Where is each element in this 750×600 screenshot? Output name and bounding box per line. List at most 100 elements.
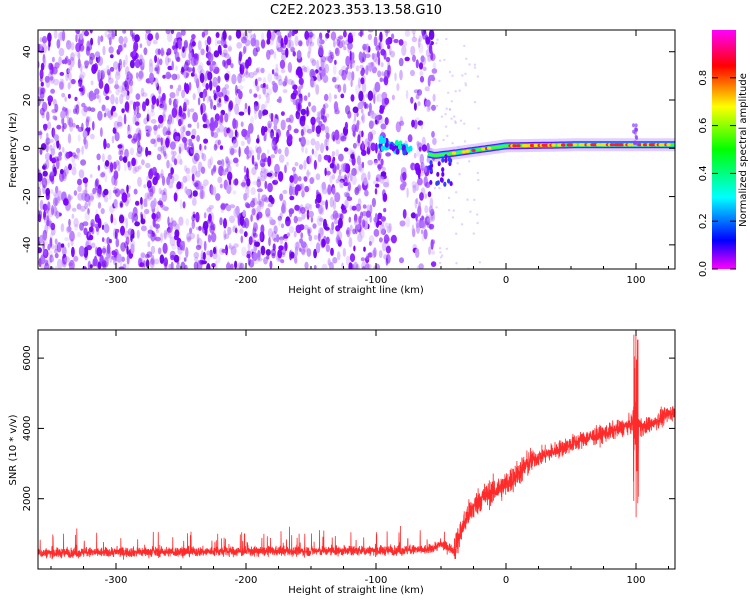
spectrogram-noise-blob: [54, 62, 59, 69]
spectrogram-noise-blob: [245, 46, 247, 53]
spectrogram-noise-blob: [224, 95, 228, 102]
spectrogram-noise-blob: [202, 113, 207, 122]
spectrogram-noise-blob: [294, 216, 298, 224]
spectrogram-noise-blob: [42, 36, 47, 44]
signal-core-peak: [524, 144, 528, 147]
spectrogram-noise-blob: [373, 53, 377, 62]
spectrogram-noise-blob: [348, 182, 351, 192]
spectrogram-noise-blob: [129, 86, 133, 94]
spectrogram-noise-blob: [410, 97, 413, 104]
spectrogram-noise-blob: [216, 128, 220, 133]
spectrogram-noise-blob: [181, 65, 185, 72]
spectrogram-noise-blob: [90, 219, 95, 227]
spectrogram-noise-blob: [95, 51, 100, 57]
spectrogram-noise-blob: [203, 139, 208, 144]
spectrogram-noise-blob: [353, 143, 357, 149]
spectrogram-noise-blob: [319, 218, 324, 222]
spectrogram-noise-blob: [386, 246, 391, 254]
spectrogram-noise-blob: [224, 73, 229, 80]
spectrogram-noise-blob: [375, 184, 379, 188]
spectrogram-noise-blob: [155, 32, 159, 40]
spectrogram-noise-blob: [320, 143, 324, 153]
spectrogram-noise-blob: [45, 260, 49, 266]
spectrogram-noise-blob: [60, 111, 66, 119]
spectrogram-noise-blob: [316, 125, 322, 134]
spectrogram-noise-blob: [319, 46, 324, 56]
spectrogram-noise-blob: [420, 76, 424, 83]
spectrogram-noise-blob: [151, 213, 156, 220]
signal-core-peak: [660, 143, 664, 146]
spectrogram-noise-blob: [284, 165, 287, 174]
spectrogram-noise-blob: [183, 138, 188, 146]
spectrogram-noise-blob: [301, 109, 307, 115]
spectrogram-noise-blob: [203, 124, 208, 129]
spectrogram-noise-blob: [399, 257, 404, 263]
spectrogram-noise-blob: [299, 164, 303, 170]
signal-tail-blob: [447, 179, 450, 184]
spectrogram-noise-blob: [299, 78, 304, 85]
spectrogram-noise-blob: [361, 109, 364, 114]
spectrogram-noise-blob: [201, 260, 207, 264]
spectrogram-noise-blob: [176, 98, 179, 104]
spectrogram-noise-blob: [326, 171, 331, 176]
spectrogram-noise-blob: [110, 67, 114, 72]
spectrogram-noise-blob: [300, 136, 306, 146]
spectrogram-noise-blob: [91, 64, 97, 74]
spectrogram-noise-blob: [378, 159, 382, 163]
spectrogram-noise-blob: [349, 237, 353, 248]
spectrogram-noise-blob: [369, 103, 372, 113]
spectrogram-noise-blob: [257, 176, 261, 182]
spectrogram-noise-blob: [67, 40, 70, 45]
spectrogram-noise-dot: [474, 63, 476, 65]
spectrogram-noise-blob: [200, 104, 203, 115]
spectrogram-noise-blob: [175, 66, 178, 71]
spectrogram-noise-blob: [98, 165, 101, 171]
spectrogram-noise-blob: [276, 38, 279, 48]
spectrogram-noise-blob: [185, 174, 190, 181]
spectrogram-noise-blob: [299, 238, 303, 244]
spectrogram-noise-blob: [391, 235, 397, 244]
spectrogram-noise-blob: [239, 112, 245, 116]
spectrogram-noise-blob: [47, 95, 53, 103]
spectrogram-noise-blob: [116, 254, 121, 263]
snr-xtick-label: 100: [626, 575, 645, 586]
spectrogram-noise-blob: [130, 28, 133, 37]
spectrogram-noise-blob: [46, 133, 49, 139]
spectrogram-noise-blob: [376, 113, 379, 122]
spectrogram-noise-blob: [227, 261, 231, 271]
spectrogram-noise-blob: [253, 79, 259, 88]
spectrogram-noise-blob: [369, 120, 374, 129]
signal-spike-blob: [632, 123, 635, 127]
spectrogram-noise-blob: [126, 237, 130, 246]
spectrogram-noise-blob: [229, 216, 235, 224]
spectrogram-noise-blob: [85, 241, 89, 249]
spectrogram-noise-blob: [431, 261, 436, 267]
spectrogram-noise-blob: [245, 39, 251, 46]
spectrogram-noise-blob: [89, 58, 95, 63]
spectrogram-noise-blob: [367, 204, 371, 211]
spectrogram-noise-blob: [167, 229, 173, 239]
spectrogram-noise-blob: [141, 252, 146, 258]
spectrogram-noise-blob: [158, 115, 164, 124]
spectrogram-noise-blob: [226, 90, 230, 96]
spectrogram-noise-blob: [312, 59, 317, 66]
spectrogram-noise-blob: [326, 146, 329, 151]
spectrogram-noise-blob: [307, 170, 310, 178]
spectrogram-noise-blob: [83, 228, 87, 236]
spectrogram-noise-blob: [341, 163, 346, 172]
spectrogram-noise-blob: [227, 127, 231, 133]
spectrogram-noise-blob: [108, 155, 112, 161]
snr-series-line: [38, 331, 675, 560]
spectrogram-noise-blob: [375, 82, 381, 93]
spectrogram-noise-dot: [435, 42, 437, 44]
spectrogram-noise-blob: [314, 150, 318, 157]
spectrogram-noise-blob: [347, 111, 351, 119]
spectrogram-noise-blob: [183, 201, 186, 208]
spectrogram-noise-blob: [50, 76, 53, 80]
spectrogram-noise-blob: [422, 144, 427, 151]
spectrogram-noise-blob: [312, 149, 314, 155]
spectrogram-noise-blob: [130, 60, 135, 68]
spectrogram-noise-blob: [253, 39, 256, 43]
spectrogram-noise-blob: [365, 94, 369, 98]
spectrogram-noise-blob: [124, 43, 127, 47]
